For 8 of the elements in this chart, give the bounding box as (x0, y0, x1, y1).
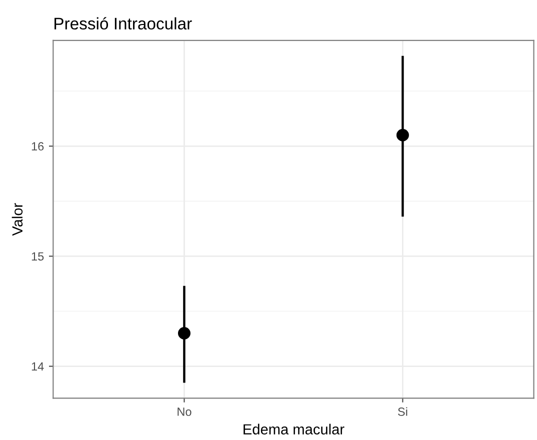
y-tick-label: 14 (32, 362, 44, 371)
y-axis-title: Valor (12, 203, 23, 236)
x-tick-label: No (178, 408, 192, 416)
y-tick-label: 16 (32, 142, 44, 151)
chart-title: Pressió Intraocular (54, 17, 192, 30)
x-axis-title: Edema macular (244, 424, 344, 434)
y-tick-label: 15 (32, 252, 44, 261)
x-tick-label: Si (398, 407, 408, 416)
